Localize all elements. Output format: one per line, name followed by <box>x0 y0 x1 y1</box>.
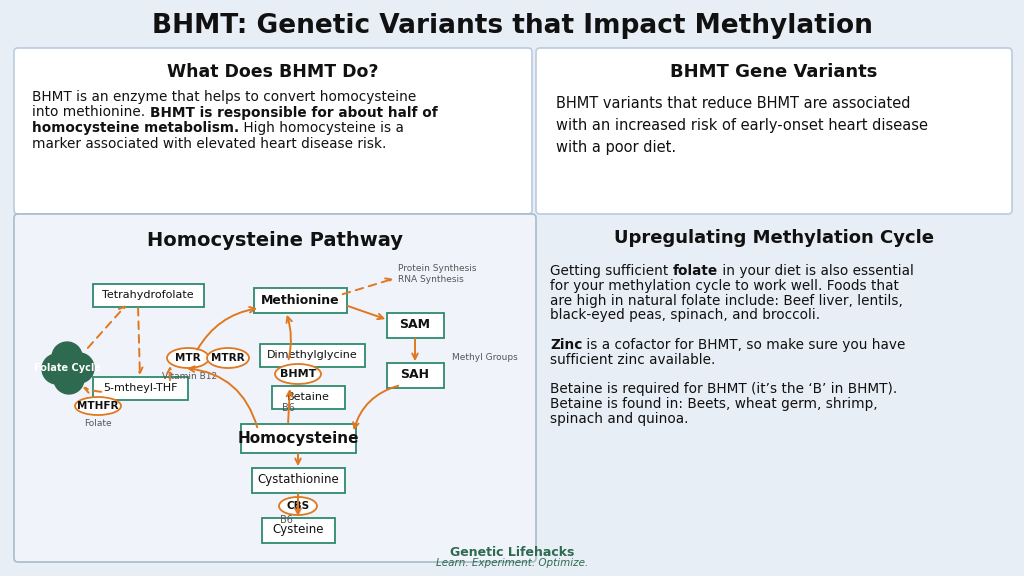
Text: Methionine: Methionine <box>261 294 339 306</box>
Text: Tetrahydrofolate: Tetrahydrofolate <box>102 290 194 300</box>
Text: MTRR: MTRR <box>211 353 245 363</box>
Text: Vitamin B12: Vitamin B12 <box>163 372 217 381</box>
Text: in your diet is also essential: in your diet is also essential <box>718 264 913 278</box>
Text: Methyl Groups: Methyl Groups <box>452 354 518 362</box>
Text: B6: B6 <box>282 403 295 413</box>
Circle shape <box>63 353 94 383</box>
Text: Cysteine: Cysteine <box>272 524 324 536</box>
FancyBboxPatch shape <box>14 214 536 562</box>
FancyBboxPatch shape <box>241 423 355 453</box>
Text: Cystathionine: Cystathionine <box>257 473 339 487</box>
Text: Genetic Lifehacks: Genetic Lifehacks <box>450 545 574 559</box>
Text: spinach and quinoa.: spinach and quinoa. <box>550 412 688 426</box>
Text: MTHFR: MTHFR <box>77 401 119 411</box>
Circle shape <box>52 342 82 372</box>
Text: Dimethylglycine: Dimethylglycine <box>266 350 357 360</box>
Text: Homocysteine Pathway: Homocysteine Pathway <box>147 230 403 249</box>
FancyBboxPatch shape <box>271 385 344 408</box>
Text: Folate Cycle: Folate Cycle <box>35 363 101 373</box>
Text: BHMT: BHMT <box>280 369 316 379</box>
Ellipse shape <box>167 348 209 368</box>
Text: Homocysteine: Homocysteine <box>238 430 358 445</box>
Circle shape <box>42 354 73 384</box>
Text: homocysteine metabolism.: homocysteine metabolism. <box>32 121 240 135</box>
Circle shape <box>57 358 79 378</box>
Text: sufficient zinc available.: sufficient zinc available. <box>550 353 716 367</box>
Text: High homocysteine is a: High homocysteine is a <box>240 121 404 135</box>
Text: SAM: SAM <box>399 319 430 332</box>
FancyBboxPatch shape <box>386 313 443 338</box>
Text: BHMT: Genetic Variants that Impact Methylation: BHMT: Genetic Variants that Impact Methy… <box>152 13 872 39</box>
FancyBboxPatch shape <box>0 0 1024 48</box>
Text: Betaine is found in: Beets, wheat germ, shrimp,: Betaine is found in: Beets, wheat germ, … <box>550 397 878 411</box>
Text: Learn. Experiment. Optimize.: Learn. Experiment. Optimize. <box>436 558 588 568</box>
FancyBboxPatch shape <box>92 377 187 400</box>
Text: BHMT is responsible for about half of: BHMT is responsible for about half of <box>150 105 437 119</box>
Text: Zinc: Zinc <box>550 338 583 352</box>
FancyBboxPatch shape <box>386 362 443 388</box>
Text: marker associated with elevated heart disease risk.: marker associated with elevated heart di… <box>32 137 386 150</box>
FancyBboxPatch shape <box>261 517 335 543</box>
Ellipse shape <box>275 364 321 384</box>
Text: into methionine.: into methionine. <box>32 105 150 119</box>
Text: MTR: MTR <box>175 353 201 363</box>
Text: 5-mtheyl-THF: 5-mtheyl-THF <box>102 383 177 393</box>
Text: BHMT is an enzyme that helps to convert homocysteine: BHMT is an enzyme that helps to convert … <box>32 90 416 104</box>
Text: B6: B6 <box>280 515 293 525</box>
Circle shape <box>54 364 84 394</box>
Text: is a cofactor for BHMT, so make sure you have: is a cofactor for BHMT, so make sure you… <box>583 338 906 352</box>
Ellipse shape <box>207 348 249 368</box>
Ellipse shape <box>75 397 121 415</box>
FancyBboxPatch shape <box>14 48 532 214</box>
Text: Betaine: Betaine <box>287 392 330 402</box>
FancyBboxPatch shape <box>254 287 346 313</box>
FancyBboxPatch shape <box>92 283 204 306</box>
Text: folate: folate <box>673 264 718 278</box>
Text: CBS: CBS <box>287 501 309 511</box>
FancyBboxPatch shape <box>252 468 344 492</box>
Text: BHMT Gene Variants: BHMT Gene Variants <box>671 63 878 81</box>
Text: Betaine is required for BHMT (it’s the ‘B’ in BHMT).: Betaine is required for BHMT (it’s the ‘… <box>550 382 897 396</box>
Text: What Does BHMT Do?: What Does BHMT Do? <box>167 63 379 81</box>
Text: SAH: SAH <box>400 369 429 381</box>
Text: Upregulating Methylation Cycle: Upregulating Methylation Cycle <box>614 229 934 247</box>
Text: black-eyed peas, spinach, and broccoli.: black-eyed peas, spinach, and broccoli. <box>550 308 820 323</box>
Text: Getting sufficient: Getting sufficient <box>550 264 673 278</box>
Text: BHMT variants that reduce BHMT are associated
with an increased risk of early-on: BHMT variants that reduce BHMT are assoc… <box>556 96 928 156</box>
Ellipse shape <box>279 497 317 515</box>
Text: for your methylation cycle to work well. Foods that: for your methylation cycle to work well.… <box>550 279 899 293</box>
Text: are high in natural folate include: Beef liver, lentils,: are high in natural folate include: Beef… <box>550 294 903 308</box>
Text: Protein Synthesis
RNA Synthesis: Protein Synthesis RNA Synthesis <box>398 264 476 285</box>
FancyBboxPatch shape <box>259 343 365 366</box>
FancyBboxPatch shape <box>536 48 1012 214</box>
Text: Folate: Folate <box>84 419 112 428</box>
